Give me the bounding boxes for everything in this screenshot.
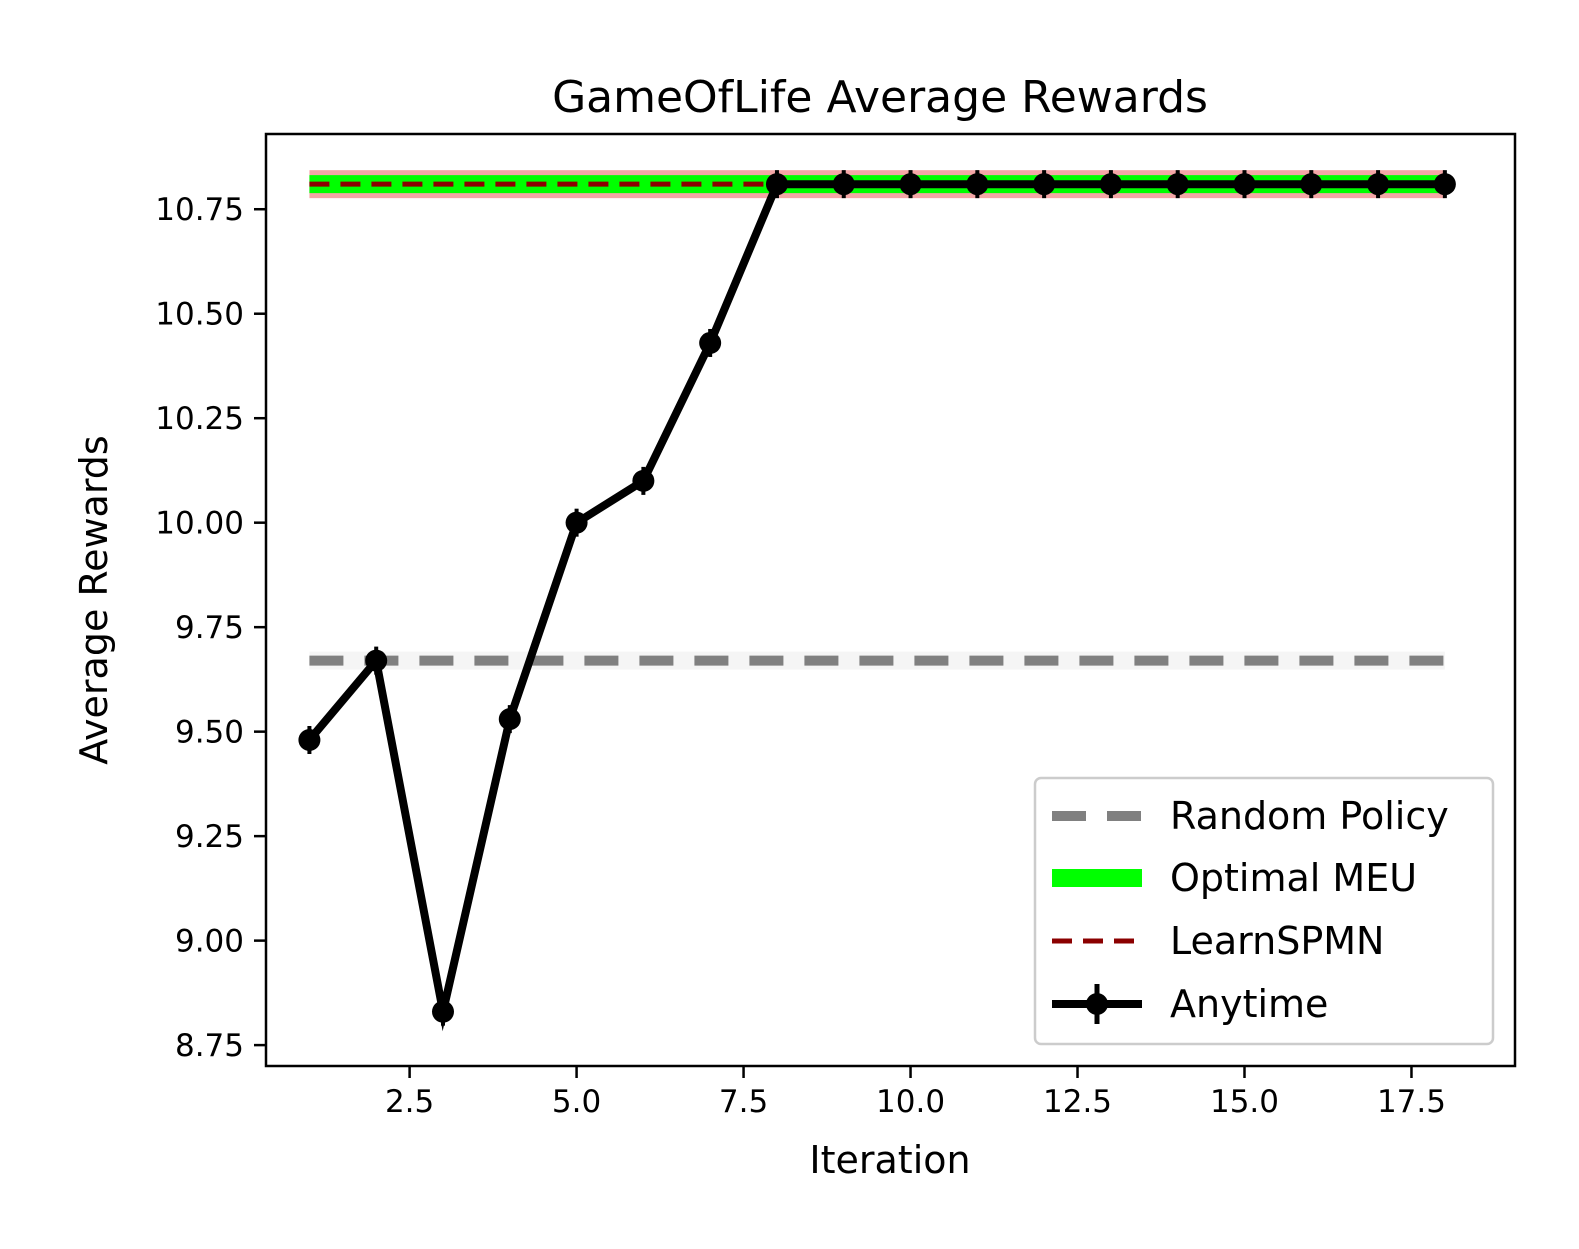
anytime-point [365,649,388,672]
x-tick-label: 2.5 [385,1084,434,1120]
anytime-point [1367,173,1390,196]
anytime-point [1033,173,1056,196]
anytime-point [298,729,321,752]
y-tick-label: 9.75 [175,610,244,646]
anytime-point [632,469,655,492]
y-tick-label: 9.50 [175,715,244,751]
y-tick-label: 10.50 [155,297,244,333]
y-axis: 8.75 9.00 9.25 9.50 9.75 10.00 10.25 10.50 10.75 [155,192,266,1064]
x-tick-label: 17.5 [1377,1084,1446,1120]
x-axis-label: Iteration [809,1138,970,1182]
y-axis-label: Average Rewards [72,435,116,764]
legend-swatch-anytime-marker [1086,993,1108,1015]
legend-box [1033,776,1495,1046]
plot-frame [264,132,1517,1068]
y-tick-label: 9.00 [175,924,244,960]
y-tick-label: 10.25 [155,401,244,437]
plot-area [298,170,1456,1032]
anytime-point [966,173,989,196]
x-tick-label: 15.0 [1210,1084,1279,1120]
anytime-point [1300,173,1323,196]
legend-label: Anytime [1170,982,1328,1026]
anytime-point [498,708,521,731]
x-tick-label: 10.0 [876,1084,945,1120]
y-tick-label: 10.75 [155,192,244,228]
anytime-point [765,173,788,196]
y-tick-label: 8.75 [175,1028,244,1064]
x-tick-label: 5.0 [552,1084,601,1120]
anytime-point [1433,173,1456,196]
x-tick-label: 12.5 [1043,1084,1112,1120]
chart-title: GameOfLife Average Rewards [552,72,1208,123]
anytime-line [306,180,1445,1032]
legend-label: Optimal MEU [1170,856,1417,900]
anytime-point [431,1000,454,1023]
anytime-point [565,511,588,534]
legend: Random Policy Optimal MEU LearnSPMN Anytime [1033,776,1495,1046]
anytime-point [699,331,722,354]
x-tick-label: 7.5 [719,1084,768,1120]
y-tick-label: 10.00 [155,506,244,542]
anytime-point [1166,173,1189,196]
anytime-point [832,173,855,196]
legend-label: LearnSPMN [1170,919,1384,963]
anytime-point [1099,173,1122,196]
anytime-point [1233,173,1256,196]
legend-label: Random Policy [1170,794,1449,838]
anytime-point [899,173,922,196]
y-tick-label: 9.25 [175,819,244,855]
x-axis: 2.5 5.0 7.5 10.0 12.5 15.0 17.5 [385,1066,1446,1120]
